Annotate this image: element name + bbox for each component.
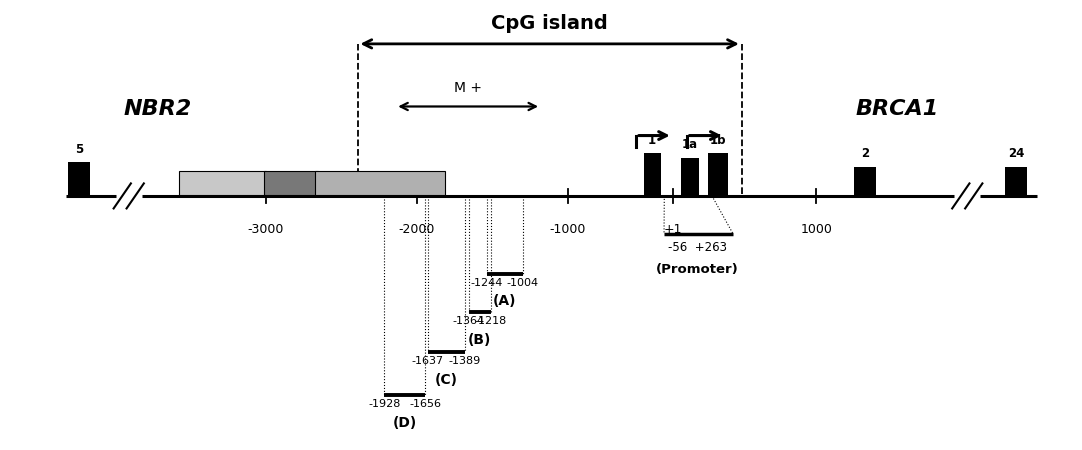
Text: -3000: -3000	[248, 223, 283, 236]
Text: -1000: -1000	[550, 223, 586, 236]
Text: (Promoter): (Promoter)	[656, 263, 739, 276]
Text: 5: 5	[75, 143, 83, 156]
Bar	[644, 153, 661, 196]
Text: 1: 1	[648, 134, 656, 147]
Text: 1000: 1000	[801, 223, 832, 236]
Text: -1364: -1364	[452, 316, 485, 326]
Text: -1218: -1218	[475, 316, 506, 326]
Bar	[68, 162, 90, 196]
Text: NBR2: NBR2	[123, 99, 192, 119]
Text: (A): (A)	[493, 294, 516, 308]
Text: -1244: -1244	[471, 278, 503, 288]
Text: (D): (D)	[393, 416, 417, 430]
Bar	[682, 158, 699, 196]
Text: 1b: 1b	[710, 134, 726, 147]
Bar	[1005, 167, 1027, 196]
Bar	[854, 167, 875, 196]
Text: (B): (B)	[469, 333, 491, 347]
Bar	[180, 171, 266, 194]
Text: 24: 24	[1007, 147, 1024, 160]
Bar	[709, 153, 728, 196]
Text: M +: M +	[454, 81, 483, 95]
Text: BRCA1: BRCA1	[856, 99, 939, 119]
Text: -2000: -2000	[398, 223, 435, 236]
Text: -56  +263: -56 +263	[668, 241, 727, 254]
Text: -1637: -1637	[412, 356, 444, 366]
Text: (C): (C)	[435, 374, 458, 387]
Text: +1: +1	[663, 223, 682, 236]
Text: CpG island: CpG island	[491, 14, 608, 33]
Bar	[316, 171, 445, 194]
Text: 2: 2	[860, 147, 869, 160]
Text: -1389: -1389	[449, 356, 481, 366]
Text: -1004: -1004	[506, 278, 539, 288]
Bar	[264, 171, 318, 194]
Text: 1a: 1a	[682, 138, 698, 151]
Text: -1656: -1656	[409, 399, 441, 409]
Text: -1928: -1928	[368, 399, 400, 409]
